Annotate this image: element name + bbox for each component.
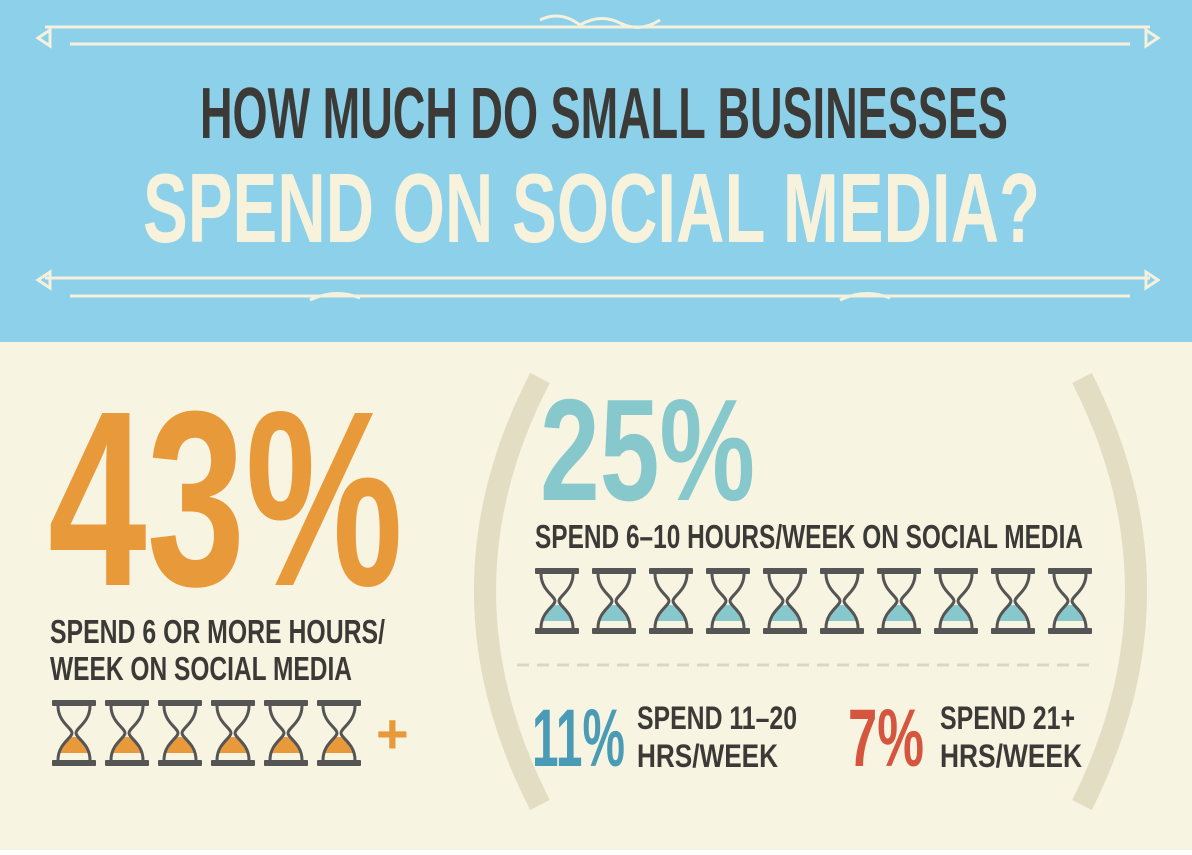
label-25: SPEND 6–10 HOURS/WEEK ON SOCIAL MEDIA bbox=[535, 518, 1083, 555]
main-label: SPEND 6 OR MORE HOURS/ bbox=[50, 613, 385, 650]
label-7: HRS/WEEK bbox=[940, 738, 1082, 774]
title-line2: SPEND ON SOCIAL MEDIA? bbox=[143, 153, 1040, 263]
hourglass-row bbox=[52, 700, 361, 766]
label-11: SPEND 11–20 bbox=[637, 700, 797, 736]
label-11: HRS/WEEK bbox=[637, 738, 778, 774]
title-line1: HOW MUCH DO SMALL BUSINESSES bbox=[200, 74, 1008, 154]
label-7: SPEND 21+ bbox=[940, 700, 1075, 736]
header-bg bbox=[0, 0, 1192, 342]
parenthesis bbox=[1072, 373, 1147, 810]
ornament bbox=[35, 14, 1161, 302]
parenthesis bbox=[474, 372, 550, 811]
percent-7: 7% bbox=[848, 693, 924, 784]
plus: + bbox=[376, 702, 409, 765]
hourglass-row bbox=[535, 568, 1092, 634]
main-label: WEEK ON SOCIAL MEDIA bbox=[50, 650, 352, 687]
main-percent: 43% bbox=[48, 359, 403, 638]
percent-25: 25% bbox=[540, 369, 755, 531]
percent-11: 11% bbox=[532, 693, 625, 784]
